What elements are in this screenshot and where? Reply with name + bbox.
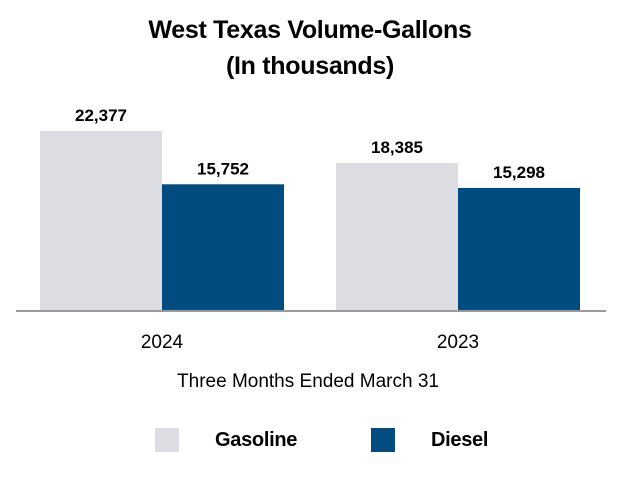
chart-title: West Texas Volume-Gallons: [148, 16, 472, 44]
bar-gasoline-2024: [40, 131, 162, 311]
x-axis-label: Three Months Ended March 31: [177, 371, 439, 392]
bar-gasoline-2023: [336, 163, 458, 311]
legend-swatch-gasoline: [155, 428, 179, 452]
x-tick-label-2023: 2023: [437, 332, 479, 353]
legend-item-gasoline: Gasoline: [155, 428, 297, 452]
legend-label-gasoline: Gasoline: [215, 428, 298, 451]
chart-legend: Gasoline Diesel: [0, 428, 620, 458]
chart-subtitle: (In thousands): [225, 52, 394, 80]
bar-chart: 22,377 15,752 2024 18,385 15,298 2023 Three Mo…: [16, 106, 606, 392]
data-label-gasoline-2024: 22,377: [75, 106, 127, 125]
data-label-gasoline-2023: 18,385: [371, 138, 423, 157]
legend-label-diesel: Diesel: [431, 428, 489, 451]
legend-item-diesel: Diesel: [371, 428, 488, 452]
data-label-diesel-2023: 15,298: [493, 163, 545, 182]
bar-diesel-2024: [162, 184, 284, 311]
bar-diesel-2023: [458, 187, 580, 311]
x-tick-label-2024: 2024: [141, 332, 184, 353]
legend-swatch-diesel: [371, 428, 395, 452]
data-label-diesel-2024: 15,752: [197, 159, 249, 178]
